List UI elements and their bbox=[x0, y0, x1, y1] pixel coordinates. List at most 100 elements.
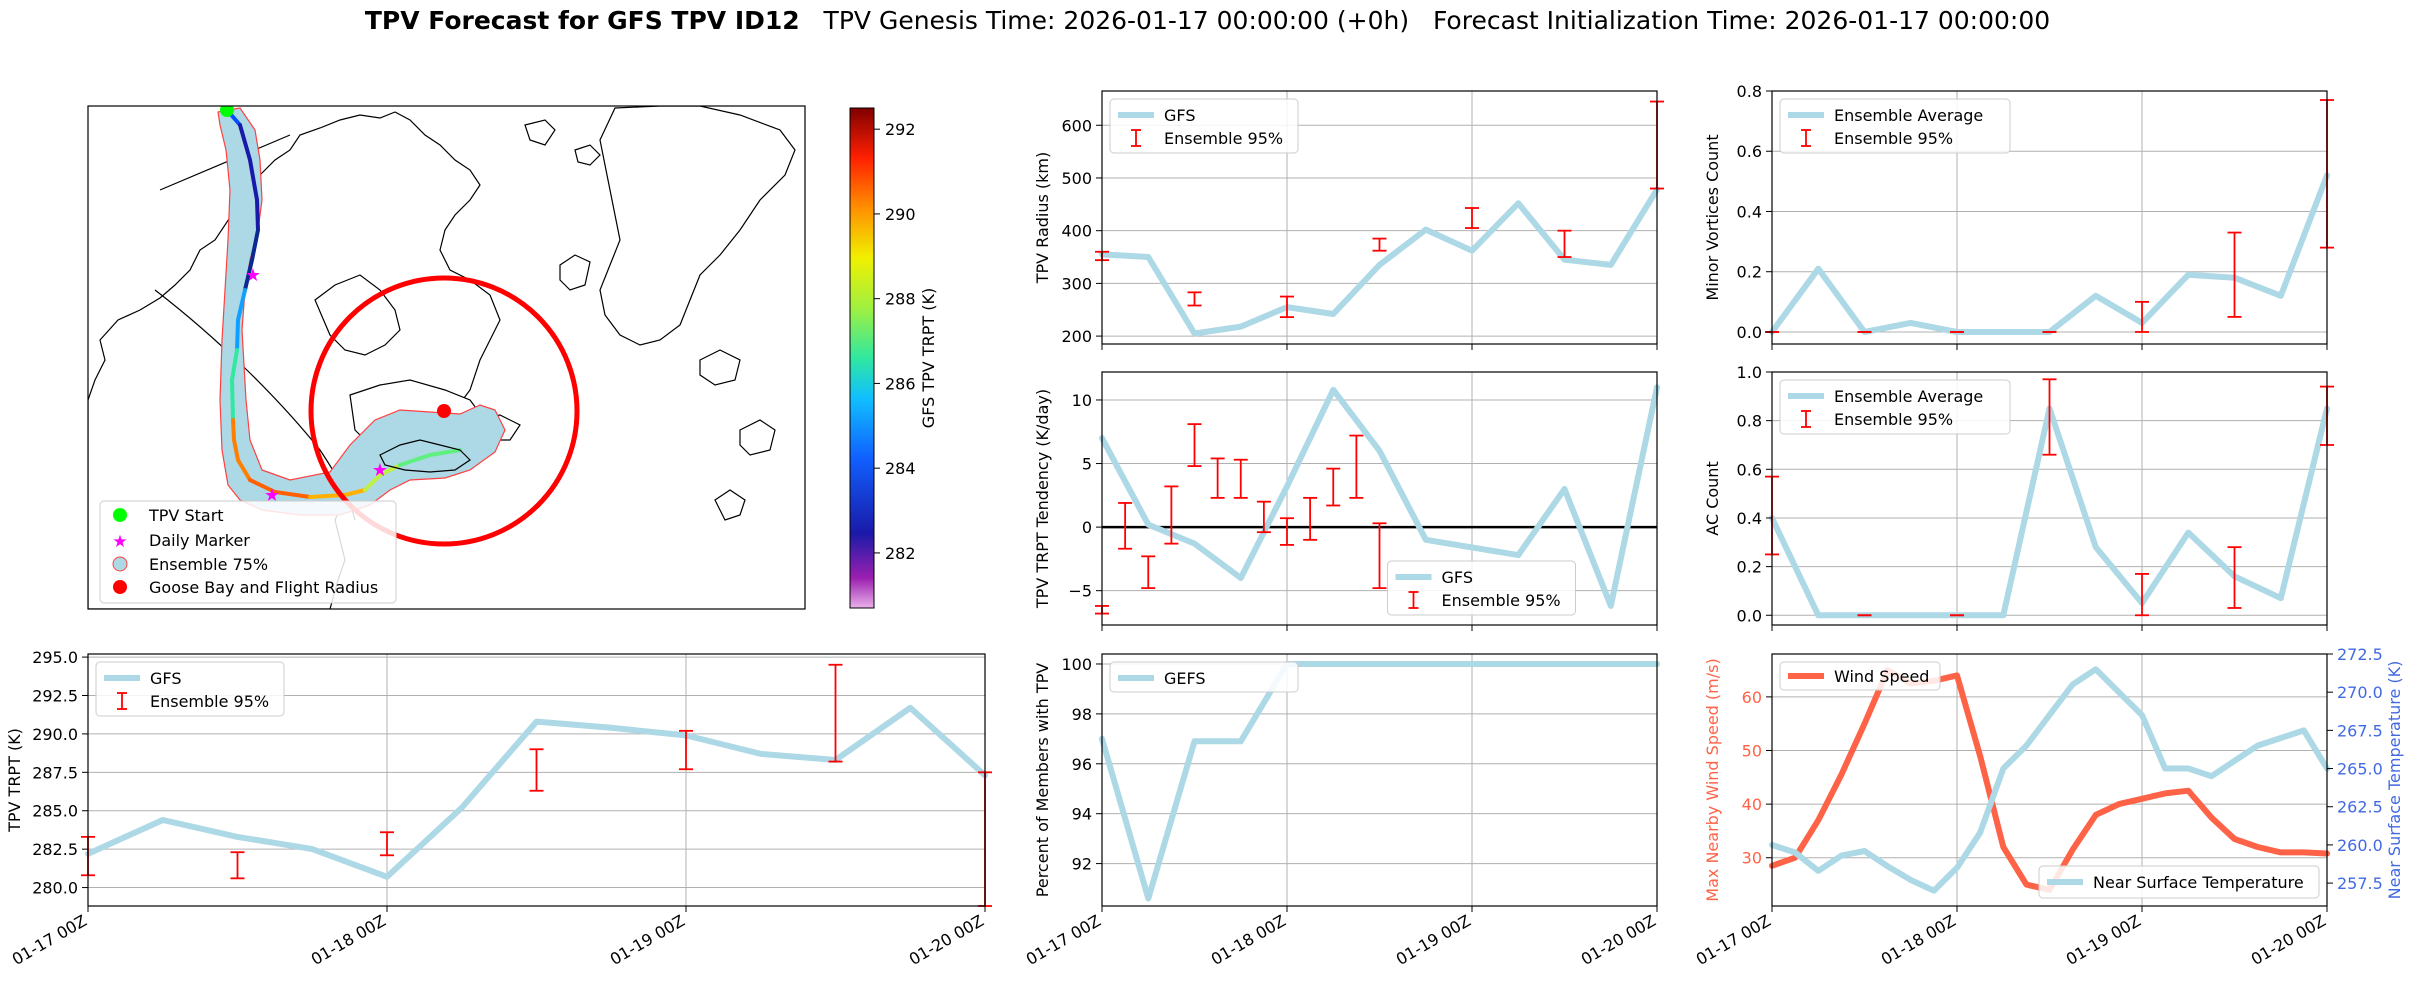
y2-tick-label: 262.5 bbox=[2337, 798, 2383, 817]
legend-label: GEFS bbox=[1164, 669, 1206, 688]
legend-ens-icon bbox=[112, 556, 128, 572]
y-tick-label: 0.8 bbox=[1737, 82, 1762, 101]
legend-goose-icon bbox=[113, 580, 127, 594]
axes-frame bbox=[1101, 90, 1658, 345]
colorbar-tick-label: 290 bbox=[885, 205, 916, 224]
legend-label: Ensemble Average bbox=[1834, 387, 1983, 406]
legend: GEFS bbox=[1109, 661, 1299, 693]
legend-label: GFS bbox=[1164, 106, 1195, 125]
colorbar-strip bbox=[849, 107, 875, 609]
y-tick-label: 0.0 bbox=[1737, 323, 1762, 342]
errorbar bbox=[1372, 522, 1387, 590]
errorbar bbox=[1118, 502, 1133, 550]
genesis-time: TPV Genesis Time: 2026-01-17 00:00:00 (+… bbox=[823, 6, 1410, 35]
series-line-gfs bbox=[85, 718, 689, 880]
x-tick-label: 01-20 00Z bbox=[1578, 911, 1659, 969]
legend: GFS Ensemble 95% bbox=[1387, 560, 1576, 616]
y-axis-label: TPV Radius (km) bbox=[1033, 152, 1052, 285]
y-tick-label: 92 bbox=[1072, 855, 1092, 874]
series-line-gfs bbox=[1099, 186, 1660, 337]
legend: GFS Ensemble 95% bbox=[95, 661, 285, 717]
x-tick-label: 01-20 00Z bbox=[906, 911, 987, 969]
y-tick-label: 1.0 bbox=[1737, 363, 1762, 382]
chart-wind: 01-17 00Z 01-18 00Z 01-19 00Z 01-20 00Z 30 40… bbox=[1693, 645, 2404, 969]
y-tick-label: 600 bbox=[1061, 116, 1092, 135]
errorbar bbox=[2135, 300, 2149, 333]
errorbar bbox=[2135, 573, 2149, 617]
map-frame bbox=[87, 105, 806, 610]
axes-frame bbox=[87, 653, 986, 907]
colorbar-tick-label: 284 bbox=[885, 459, 916, 478]
x-tick-label: 01-17 00Z bbox=[1023, 911, 1104, 969]
axes-frame bbox=[1101, 653, 1658, 907]
y-tick-label: 40 bbox=[1742, 795, 1762, 814]
errorbar bbox=[1187, 291, 1202, 307]
daily-marker: ★ bbox=[372, 460, 388, 481]
y-tick-label: 100 bbox=[1061, 655, 1092, 674]
errorbar bbox=[529, 748, 544, 792]
y-axis-label: Percent of Members with TPV bbox=[1033, 663, 1052, 897]
chart-trpt: 01-17 00Z 01-18 00Z 01-19 00Z 01-20 00Z 280.… bbox=[5, 648, 992, 969]
chart-ac: 0.0 0.2 0.4 0.6 0.8 1.0 AC Count Ensemble Avera… bbox=[1703, 363, 2334, 631]
legend-daily-icon: ★ bbox=[112, 532, 127, 552]
y-tick-label: −5 bbox=[1068, 582, 1092, 601]
legend: Ensemble Average Ensemble 95% bbox=[1779, 379, 2011, 435]
errorbar bbox=[1280, 517, 1294, 546]
errorbar bbox=[828, 663, 843, 763]
nova-scotia-outline bbox=[379, 439, 471, 473]
legend-box bbox=[1779, 661, 1941, 691]
series-line-near-surface-temperature bbox=[1769, 666, 2330, 894]
errorbar bbox=[1256, 500, 1271, 534]
map-legend: TPV Start ★ Daily Marker Ensemble 75% Go… bbox=[99, 500, 397, 604]
y-tick-label: 50 bbox=[1742, 742, 1762, 761]
legend: Wind Speed Near Surface Temperature bbox=[1779, 661, 2320, 899]
y-axis-label: AC Count bbox=[1703, 461, 1722, 535]
chart-radius: 200 300 400 500 600 TPV Radius (km) GFS Ensembl… bbox=[1033, 90, 1664, 350]
legend-label: Wind Speed bbox=[1834, 667, 1929, 686]
chart-members: 01-17 00Z 01-18 00Z 01-19 00Z 01-20 00Z 92 94… bbox=[1023, 653, 1660, 969]
flight-radius-circle bbox=[308, 275, 580, 547]
errorbar bbox=[1465, 207, 1479, 229]
legend-box bbox=[1109, 661, 1299, 693]
series-line-gfs bbox=[1099, 384, 1660, 609]
legend-label: Ensemble 95% bbox=[1164, 129, 1283, 148]
colorbar-ticks: 282 284 286 288 290 292 bbox=[874, 120, 916, 563]
legend-label: GFS bbox=[1442, 568, 1473, 587]
errorbar bbox=[1372, 237, 1387, 252]
y-tick-label: 60 bbox=[1742, 688, 1762, 707]
y-tick-label: 200 bbox=[1061, 327, 1092, 346]
errorbar bbox=[1303, 496, 1318, 541]
legend-box bbox=[1779, 98, 2011, 154]
errorbar bbox=[2042, 378, 2057, 456]
errorbar bbox=[380, 831, 394, 857]
y-tick-label: 292.5 bbox=[32, 686, 78, 705]
legend-label: GFS bbox=[150, 669, 181, 688]
flight-radius-line bbox=[159, 134, 291, 191]
y-tick-label: 0 bbox=[1082, 518, 1092, 537]
colorbar-tick-label: 282 bbox=[885, 544, 916, 563]
y-tick-label: 400 bbox=[1061, 222, 1092, 241]
legend-box bbox=[2038, 865, 2320, 899]
errorbar bbox=[230, 851, 245, 880]
legend-goose-label: Goose Bay and Flight Radius bbox=[149, 578, 378, 597]
series-line-ensemble-average bbox=[1769, 172, 2330, 335]
legend-start-icon bbox=[113, 508, 127, 522]
legend-start-label: TPV Start bbox=[148, 506, 224, 525]
legend: GFS Ensemble 95% bbox=[1109, 98, 1299, 154]
y-tick-label: 94 bbox=[1072, 805, 1092, 824]
y-tick-label: 290.0 bbox=[32, 725, 78, 744]
colorbar-tick-label: 288 bbox=[885, 290, 916, 309]
legend-box bbox=[1779, 379, 2011, 435]
series-line-gefs bbox=[1099, 661, 1660, 902]
init-time: Forecast Initialization Time: 2026-01-17… bbox=[1432, 6, 2051, 35]
y2-tick-label: 272.5 bbox=[2337, 645, 2383, 664]
figure-title: TPV Forecast for GFS TPV ID12 TPV Genesi… bbox=[0, 6, 2415, 35]
x-tick-label: 01-18 00Z bbox=[1878, 911, 1959, 969]
y2-tick-label: 257.5 bbox=[2337, 874, 2383, 893]
y-axis-label: Minor Vortices Count bbox=[1703, 134, 1722, 300]
y2-tick-label: 265.0 bbox=[2337, 760, 2383, 779]
y-tick-label: 30 bbox=[1742, 849, 1762, 868]
errorbar bbox=[1233, 458, 1248, 499]
legend-label: Ensemble 95% bbox=[1834, 410, 1953, 429]
y-axis-label: Max Nearby Wind Speed (m/s) bbox=[1703, 658, 1722, 901]
